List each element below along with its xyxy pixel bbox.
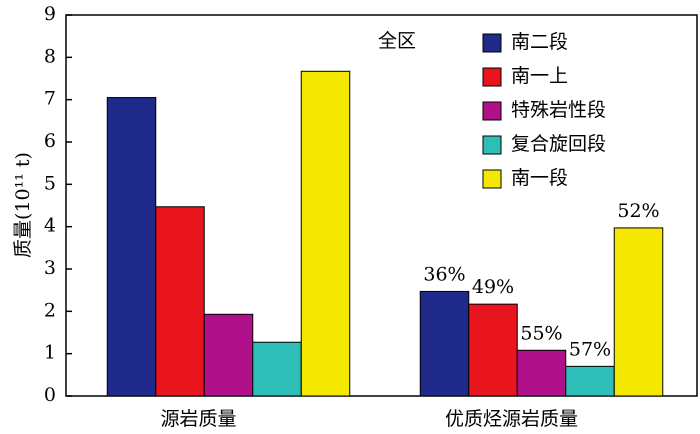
bar-note-label: 36% bbox=[423, 263, 465, 285]
x-tick-label: 优质烃源岩质量 bbox=[445, 408, 578, 430]
legend-swatch bbox=[482, 67, 502, 87]
y-axis-label: 质量(10¹¹ t) bbox=[12, 152, 34, 258]
y-tick-label: 2 bbox=[44, 299, 56, 321]
y-tick-label: 9 bbox=[44, 3, 56, 25]
legend-swatch bbox=[482, 101, 502, 121]
annotation: 全区 bbox=[378, 30, 416, 52]
bar bbox=[419, 290, 470, 397]
bar bbox=[516, 349, 567, 397]
legend-label: 复合旋回段 bbox=[511, 133, 606, 155]
legend-label: 南二段 bbox=[511, 31, 568, 53]
bar bbox=[252, 341, 302, 397]
y-tick-label: 5 bbox=[44, 172, 56, 194]
bar bbox=[565, 365, 615, 397]
bar bbox=[155, 206, 205, 397]
legend-swatch bbox=[482, 33, 502, 53]
legend-label: 特殊岩性段 bbox=[511, 99, 606, 121]
y-tick-label: 4 bbox=[44, 215, 56, 237]
y-tick-label: 1 bbox=[44, 342, 56, 364]
y-tick-label: 0 bbox=[44, 384, 56, 406]
x-tick-label: 源岩质量 bbox=[160, 408, 236, 430]
bar bbox=[468, 303, 518, 397]
legend-label: 南一段 bbox=[511, 167, 568, 189]
bar bbox=[106, 97, 157, 397]
bar bbox=[203, 313, 254, 397]
y-tick-label: 7 bbox=[44, 88, 56, 110]
bar bbox=[300, 70, 351, 397]
legend-label: 南一上 bbox=[511, 65, 568, 87]
bar-note-label: 49% bbox=[472, 276, 514, 298]
bar-note-label: 52% bbox=[617, 200, 659, 222]
bar-note-label: 55% bbox=[520, 322, 562, 344]
legend-swatch bbox=[482, 169, 502, 189]
bar bbox=[613, 227, 664, 397]
y-tick-label: 3 bbox=[44, 257, 56, 279]
y-tick-label: 6 bbox=[44, 130, 56, 152]
legend-swatch bbox=[482, 135, 502, 155]
plot-frame bbox=[65, 14, 698, 397]
bar-note-label: 57% bbox=[569, 338, 611, 360]
y-tick-label: 8 bbox=[44, 45, 56, 67]
